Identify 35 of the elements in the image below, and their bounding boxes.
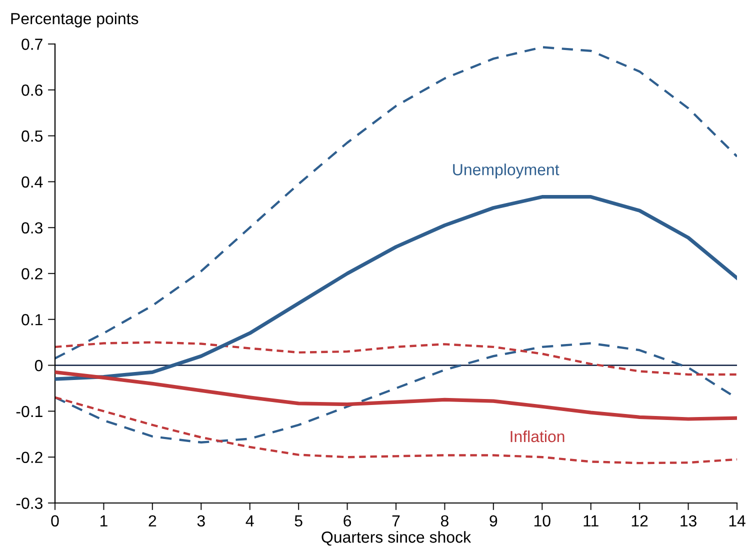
x-tick-label: 6 [344,515,352,527]
x-axis-title: Quarters since shock [322,531,472,546]
y-tick-label: 0.7 [22,38,42,50]
series-label: Inflation [510,430,564,442]
x-tick-label: 0 [51,515,59,527]
x-tick-label: 14 [729,515,746,526]
y-tick-label: 0 [34,360,43,372]
y-tick-label: 0.2 [22,268,42,280]
line-series [55,341,737,376]
x-tick-label: 9 [490,515,498,527]
y-tick-label: 0.5 [22,130,43,142]
x-tick-label: 10 [534,515,550,527]
series-label: Unemployment [453,164,560,178]
x-tick-label: 8 [440,515,448,527]
y-tick-label: 0.3 [22,222,42,234]
y-tick-label: -0.2 [16,452,42,464]
x-tick-label: 7 [392,515,400,526]
x-tick-label: 1 [100,515,108,526]
line-series [55,46,737,360]
y-tick-label: 0.4 [22,176,43,188]
y-tick-label: 0.6 [22,84,42,96]
line-series [55,195,737,381]
x-tick-label: 2 [148,515,156,526]
y-tick-label: -0.3 [16,498,42,509]
line-series [55,370,737,421]
x-tick-label: 11 [584,515,598,526]
x-tick-label: 13 [680,515,696,527]
y-tick-label: 0.1 [22,314,42,326]
x-tick-label: 12 [632,515,648,526]
y-tick-label: -0.1 [16,406,42,418]
x-tick-label: 5 [294,515,302,527]
y-axis-title: Percentage points [11,12,138,28]
x-tick-label: 3 [197,515,205,527]
x-tick-label: 4 [246,515,254,526]
line-series [55,396,737,464]
